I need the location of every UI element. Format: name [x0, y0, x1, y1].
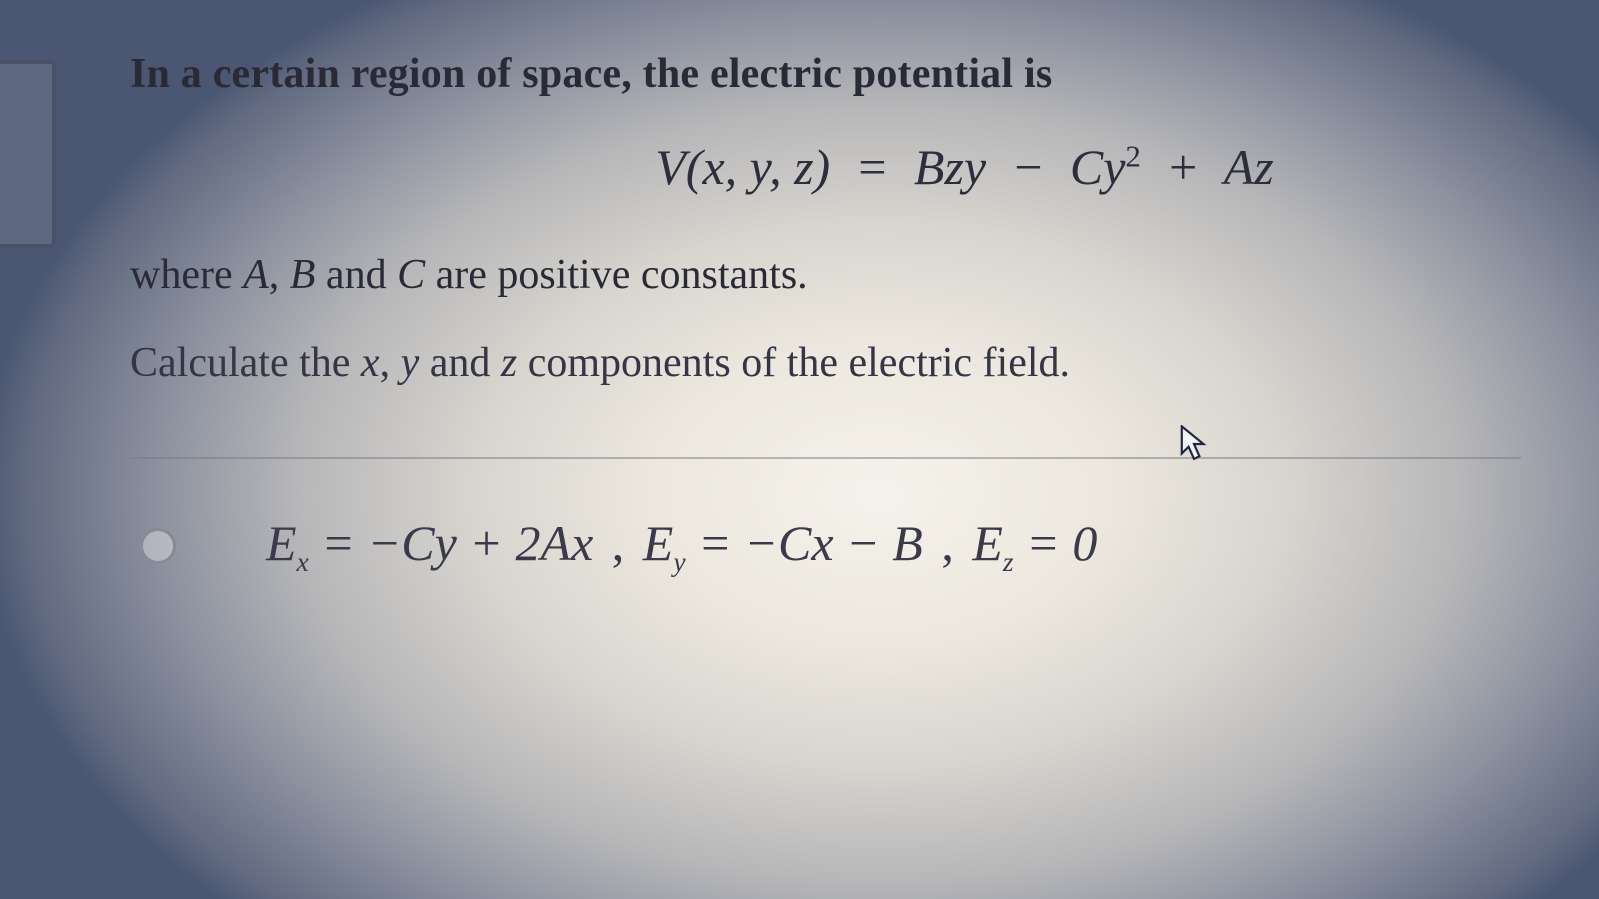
Ey-rhs: = −Cx − B — [686, 515, 923, 571]
var-z: z — [501, 340, 517, 386]
Ex-rhs: = −Cy + 2Ax — [309, 515, 594, 571]
txt: where — [130, 252, 243, 298]
txt: and — [419, 340, 501, 386]
txt: Calculate the — [130, 340, 361, 386]
question-prompt: In a certain region of space, the electr… — [130, 50, 1579, 98]
var-x: x — [361, 340, 380, 386]
Ex-sym: E — [266, 515, 297, 571]
task-line: Calculate the x, y and z components of t… — [130, 339, 1579, 387]
const-A: A — [243, 252, 269, 298]
potential-equation: V(x, y, z) = Bzy − Cy2 + Az — [350, 138, 1579, 196]
txt: components of the electric field. — [517, 340, 1070, 386]
Ey-sym: E — [643, 515, 674, 571]
txt: are positive constants. — [425, 252, 808, 298]
radio-icon[interactable] — [140, 528, 176, 564]
question-block: In a certain region of space, the electr… — [130, 50, 1579, 578]
const-C: C — [397, 252, 425, 298]
answer-option-1[interactable]: Ex = −Cy + 2Ax , Ey = −Cx − B , Ez = 0 — [140, 514, 1579, 578]
sep: , — [929, 515, 967, 571]
constants-line: where A, B and C are positive constants. — [130, 251, 1579, 299]
txt: , — [380, 340, 401, 386]
txt: and — [315, 252, 397, 298]
option-divider — [130, 457, 1521, 459]
Ex-sub: x — [297, 546, 309, 577]
sep: , — [599, 515, 637, 571]
const-B: B — [290, 252, 316, 298]
option-1-math: Ex = −Cy + 2Ax , Ey = −Cx − B , Ez = 0 — [266, 514, 1097, 578]
var-y: y — [401, 340, 420, 386]
Ez-sub: z — [1003, 546, 1014, 577]
Ey-sub: y — [673, 546, 685, 577]
page-edge-box — [0, 60, 56, 248]
Ez-sym: E — [972, 515, 1003, 571]
txt: , — [269, 252, 290, 298]
Ez-rhs: = 0 — [1014, 515, 1098, 571]
